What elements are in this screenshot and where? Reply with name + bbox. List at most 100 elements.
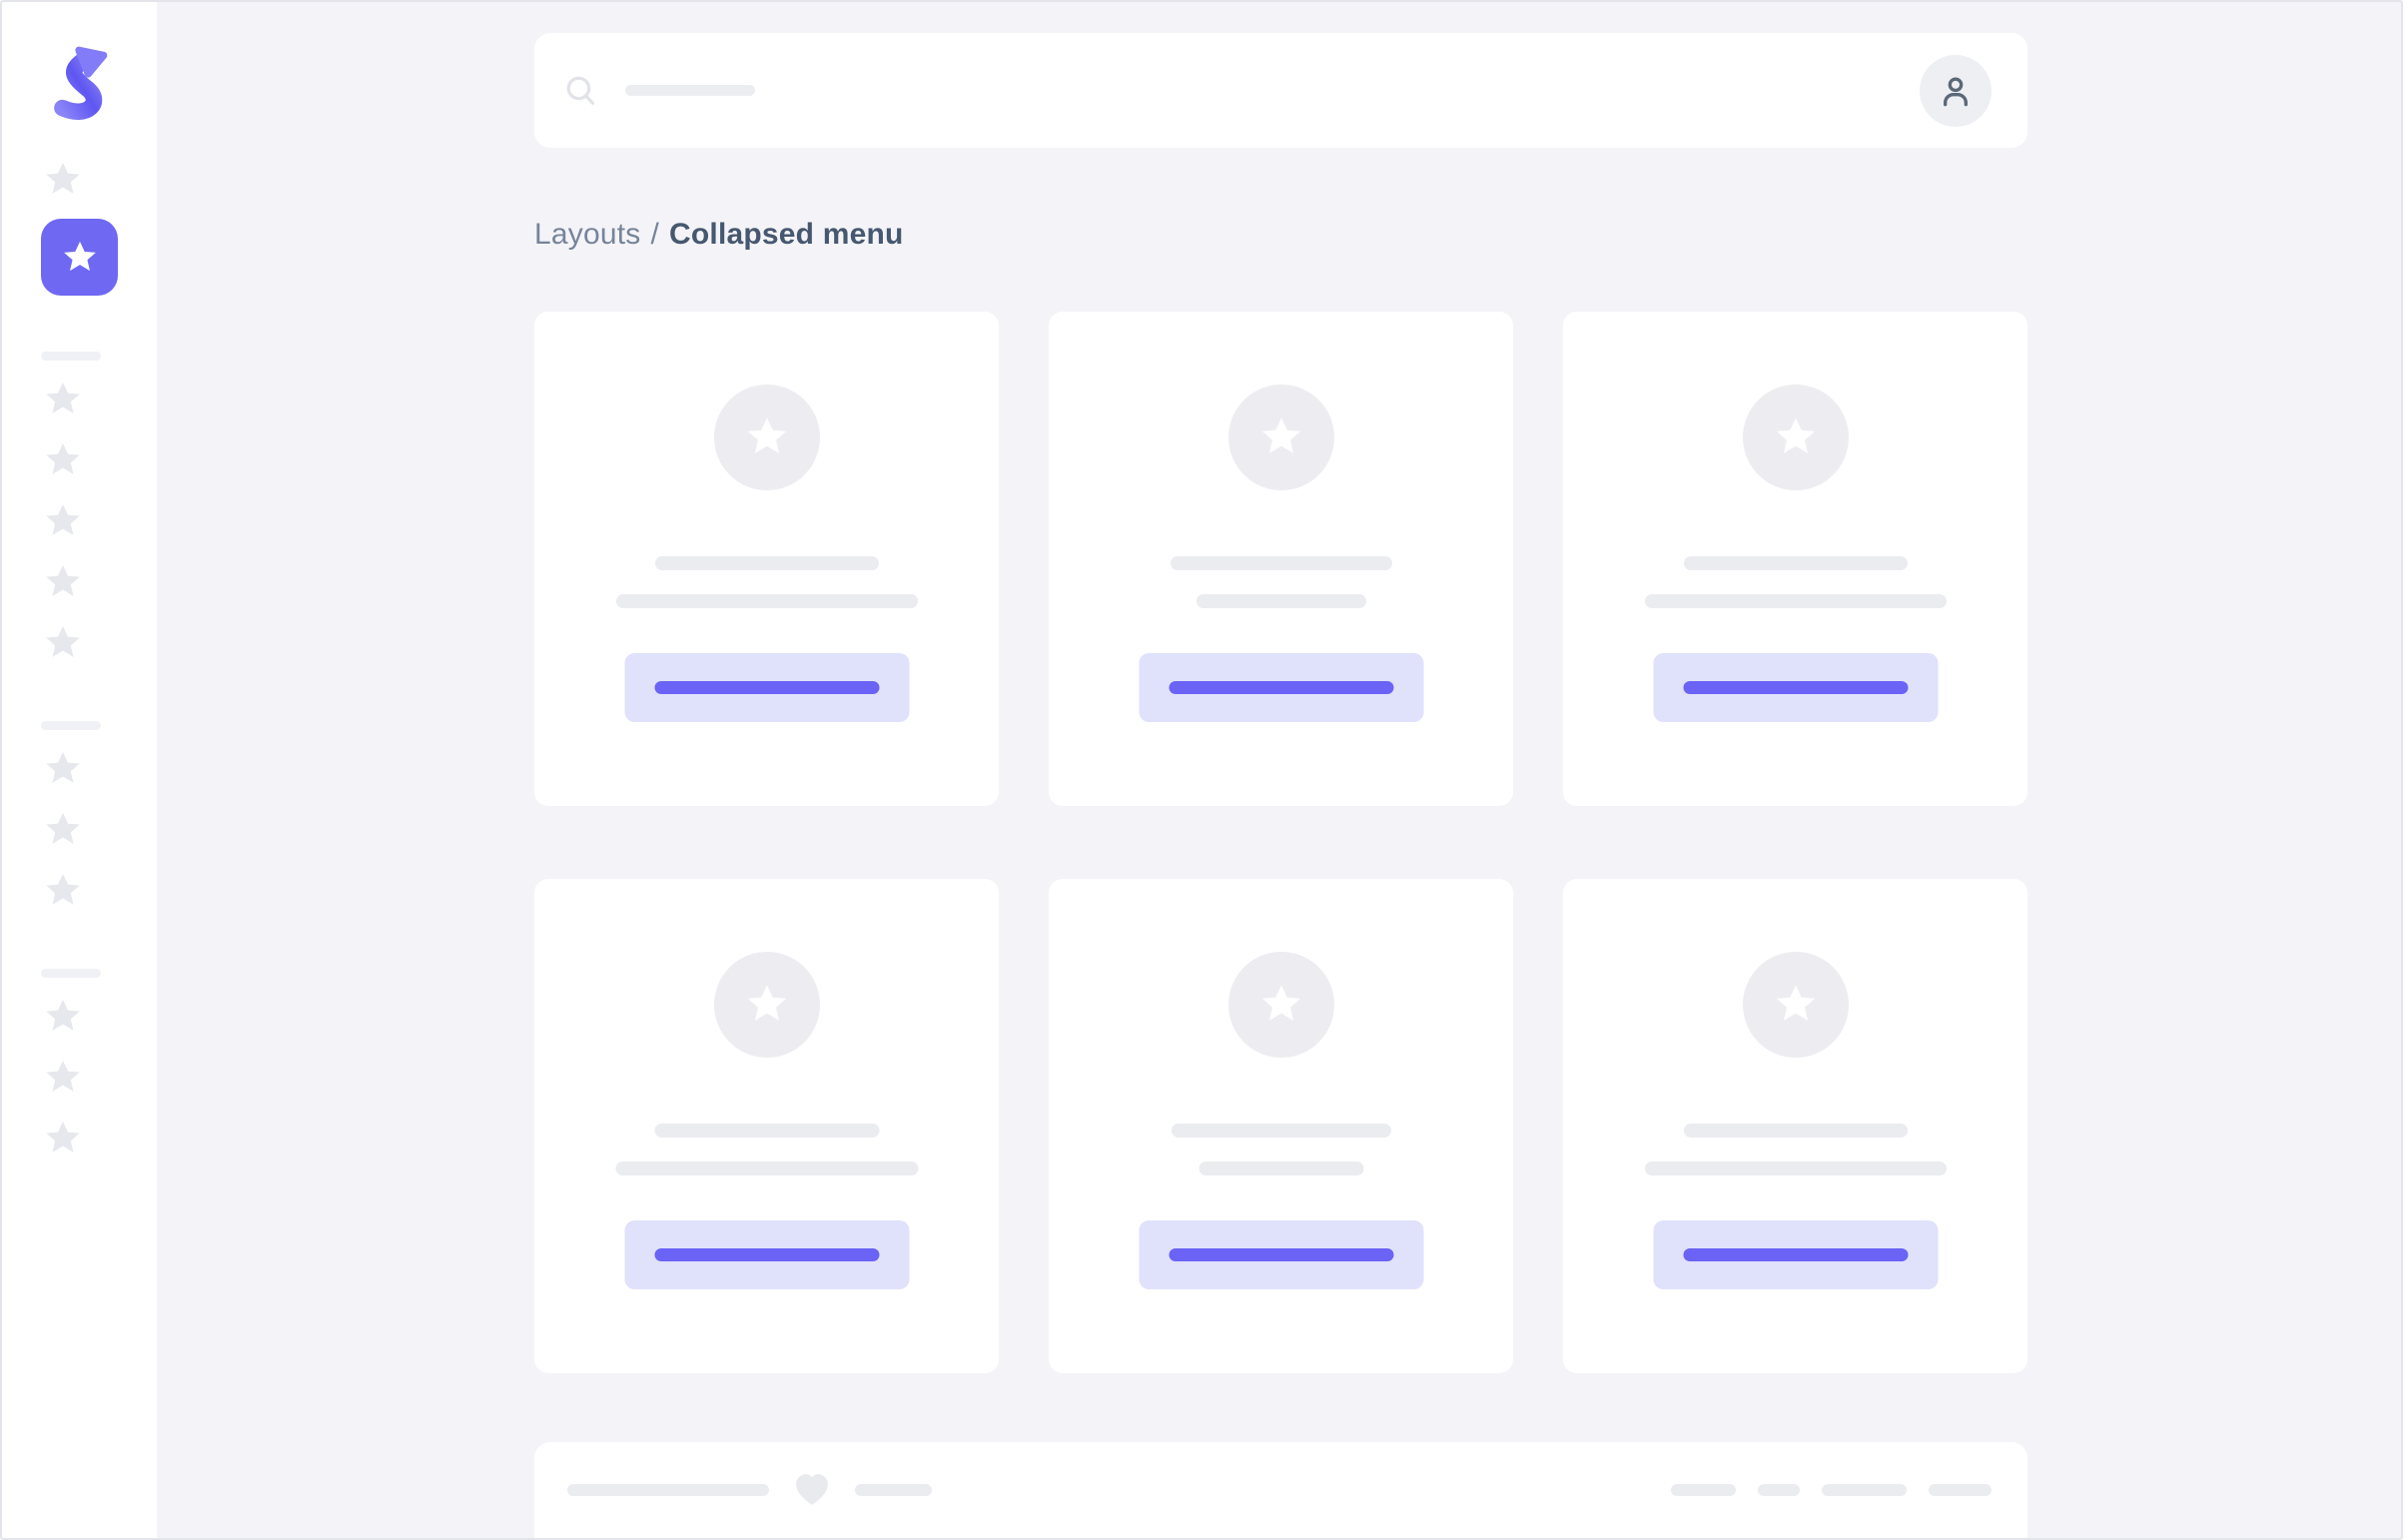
sidebar-section-divider [41,352,101,361]
sidebar-item[interactable] [41,560,85,604]
button-label-placeholder [1169,1248,1393,1261]
sidebar-item[interactable] [41,1056,85,1100]
user-icon [1944,77,1968,106]
button-label-placeholder [1683,681,1908,694]
star-icon [63,241,96,271]
star-icon [46,1000,80,1031]
card-star-avatar [713,952,820,1058]
footer-left-group [567,1473,932,1507]
card-button[interactable] [1139,653,1423,722]
sidebar-item[interactable] [41,378,85,421]
star-icon [46,443,80,474]
placeholder-line [615,1161,918,1175]
layout-card [1563,312,2027,806]
footer-row [567,1470,1992,1510]
star-icon [46,1122,80,1153]
layout-card [1049,879,1513,1373]
placeholder-line [654,556,879,570]
breadcrumb: Layouts / Collapsed menu [534,218,2027,252]
placeholder-line [654,1124,879,1138]
app-logo[interactable] [49,46,111,120]
layout-card [534,312,999,806]
star-icon [46,163,80,194]
search-input[interactable] [563,73,755,109]
layout-card [1049,312,1513,806]
s-arrow-logo-icon [53,46,107,120]
star-icon [747,417,786,453]
star-icon [46,874,80,905]
sidebar-section-divider [41,721,101,730]
sidebar-item[interactable] [41,1117,85,1160]
star-icon [1261,417,1300,453]
card-grid [534,312,2027,1373]
card-star-avatar [1742,952,1849,1058]
sidebar-item[interactable] [41,499,85,543]
sidebar-item-active[interactable] [41,219,118,296]
placeholder-pill [1671,1484,1736,1496]
layout-card [1563,879,2027,1373]
button-label-placeholder [1683,1248,1908,1261]
placeholder-line [1170,556,1392,570]
placeholder-pill [855,1484,932,1496]
star-icon [1776,417,1815,453]
placeholder-pill [1822,1484,1907,1496]
card-star-avatar [713,385,820,490]
user-avatar-button[interactable] [1920,54,1992,127]
placeholder-line [615,594,918,608]
heart-icon [796,1474,828,1505]
layout-card [534,879,999,1373]
sidebar-item[interactable] [41,995,85,1039]
star-icon [46,1061,80,1092]
star-icon [46,504,80,535]
star-icon [46,813,80,844]
footer-right-group [1671,1484,1992,1496]
placeholder-line [1644,594,1947,608]
star-icon [747,985,786,1021]
placeholder-line [1199,1161,1363,1175]
sidebar-item[interactable] [41,621,85,665]
sidebar-item[interactable] [41,747,85,791]
star-icon [46,565,80,596]
sidebar-nav [41,141,118,1177]
card-button[interactable] [624,1220,909,1289]
breadcrumb-parent[interactable]: Layouts [534,218,641,251]
card-button[interactable] [624,653,909,722]
button-label-placeholder [1169,681,1393,694]
star-icon [46,752,80,783]
placeholder-pill [1758,1484,1800,1496]
search-icon [566,76,594,105]
card-star-avatar [1742,385,1849,490]
star-icon [1261,985,1300,1021]
breadcrumb-separator: / [650,218,660,251]
heart-button[interactable] [791,1473,833,1507]
footer-bar [534,1442,2027,1538]
card-button[interactable] [1653,1220,1938,1289]
sidebar-item[interactable] [41,869,85,913]
placeholder-line [1171,1124,1391,1138]
placeholder-line [1683,1124,1908,1138]
page-title: Collapsed menu [669,218,904,251]
placeholder-pill [567,1484,769,1496]
star-icon [46,383,80,413]
placeholder-line [1196,594,1366,608]
card-star-avatar [1227,952,1334,1058]
placeholder-line [1644,1161,1947,1175]
sidebar [2,2,157,1538]
search-placeholder-pill [625,85,755,96]
search-bar [534,33,2027,148]
button-label-placeholder [654,1248,879,1261]
card-button[interactable] [1653,653,1938,722]
card-button[interactable] [1139,1220,1423,1289]
sidebar-item[interactable] [41,158,85,202]
sidebar-section-divider [41,969,101,978]
card-star-avatar [1227,385,1334,490]
main-area: Layouts / Collapsed menu [157,2,2401,1538]
sidebar-item[interactable] [41,438,85,482]
star-icon [46,626,80,657]
button-label-placeholder [654,681,879,694]
placeholder-pill [1929,1484,1992,1496]
star-icon [1776,985,1815,1021]
placeholder-line [1683,556,1908,570]
sidebar-item[interactable] [41,808,85,852]
